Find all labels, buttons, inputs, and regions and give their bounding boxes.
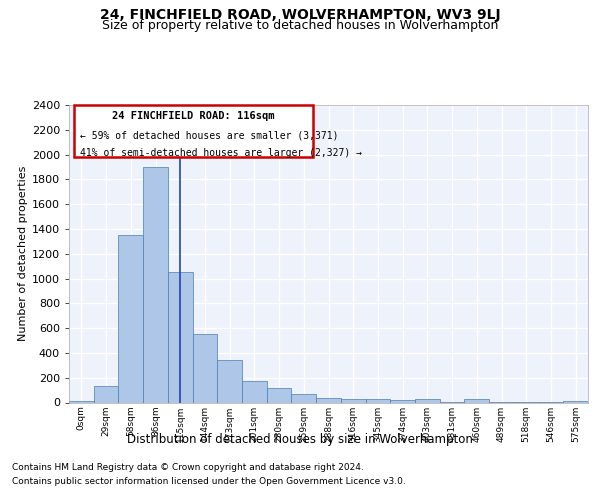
Text: Distribution of detached houses by size in Wolverhampton: Distribution of detached houses by size … bbox=[127, 432, 473, 446]
Bar bbox=[217, 360, 242, 403]
Bar bbox=[193, 334, 217, 402]
Bar bbox=[341, 399, 365, 402]
Bar bbox=[316, 398, 341, 402]
Text: Contains HM Land Registry data © Crown copyright and database right 2024.: Contains HM Land Registry data © Crown c… bbox=[12, 464, 364, 472]
Text: 24, FINCHFIELD ROAD, WOLVERHAMPTON, WV3 9LJ: 24, FINCHFIELD ROAD, WOLVERHAMPTON, WV3 … bbox=[100, 8, 500, 22]
Text: ← 59% of detached houses are smaller (3,371): ← 59% of detached houses are smaller (3,… bbox=[80, 130, 339, 140]
Text: 41% of semi-detached houses are larger (2,327) →: 41% of semi-detached houses are larger (… bbox=[80, 148, 362, 158]
Text: 24 FINCHFIELD ROAD: 116sqm: 24 FINCHFIELD ROAD: 116sqm bbox=[112, 111, 275, 121]
Bar bbox=[94, 386, 118, 402]
FancyBboxPatch shape bbox=[74, 105, 313, 157]
Bar bbox=[563, 400, 588, 402]
Bar bbox=[415, 400, 440, 402]
Bar bbox=[292, 394, 316, 402]
Text: Contains public sector information licensed under the Open Government Licence v3: Contains public sector information licen… bbox=[12, 477, 406, 486]
Bar bbox=[168, 272, 193, 402]
Bar bbox=[242, 381, 267, 402]
Text: Size of property relative to detached houses in Wolverhampton: Size of property relative to detached ho… bbox=[102, 18, 498, 32]
Bar bbox=[390, 400, 415, 402]
Bar bbox=[118, 235, 143, 402]
Bar bbox=[464, 400, 489, 402]
Y-axis label: Number of detached properties: Number of detached properties bbox=[17, 166, 28, 342]
Bar bbox=[267, 388, 292, 402]
Bar bbox=[365, 400, 390, 402]
Bar bbox=[143, 167, 168, 402]
